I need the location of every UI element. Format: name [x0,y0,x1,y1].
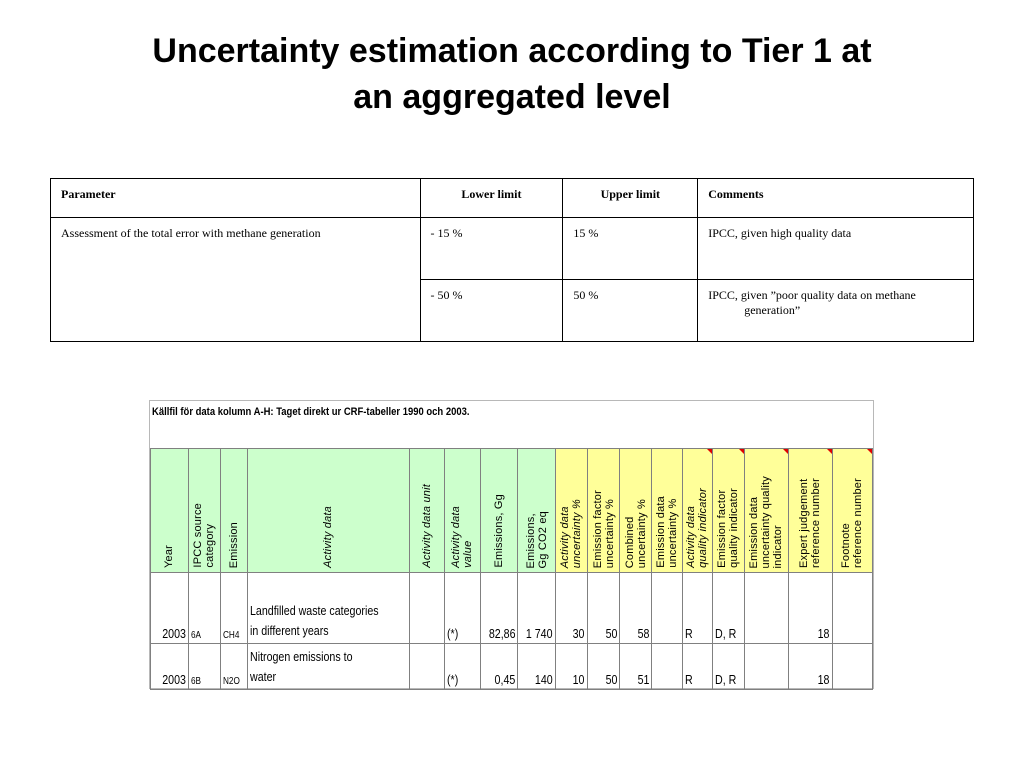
ed-uncertainty-cell [651,572,683,644]
comment-text: IPCC, given ”poor quality data on methan… [708,288,916,317]
value-cell: (*) [443,572,481,644]
emissions-co2-cell: 140 [517,643,557,690]
header-parameter: Parameter [50,178,421,218]
emissions-gg-cell: 0,45 [479,643,519,690]
ad-uncertainty-cell: 30 [555,572,588,644]
comment-marker-icon [826,449,832,454]
col-header-ipcc-category: IPCC source category [187,448,222,573]
col-header-activity-uncertainty: Activity data uncertainty % [555,448,588,573]
col-header-expert-ref: Expert judgement reference number [787,448,833,573]
year-cell: 2003 [150,643,189,690]
spreadsheet-table: Year IPCC source category Emission Activ… [150,448,873,690]
table-header-row: Parameter Lower limit Upper limit Commen… [50,178,974,218]
category-cell: 6A [187,572,222,644]
category-cell: 6B [187,643,222,690]
table-row: - 50 % 50 % IPCC, given ”poor quality da… [51,279,974,342]
combined-uncertainty-cell: 51 [619,643,653,690]
lower-limit-cell: - 50 % [419,279,564,342]
table-row: 2003 6A CH4 Landfilled waste categories i… [150,572,873,644]
ad-uncertainty-cell: 10 [555,643,588,690]
col-header-ef-uncertainty: Emission factor uncertainty % [586,448,621,573]
value-cell: (*) [443,643,481,690]
col-header-activity-quality: Activity data quality indicator [681,448,713,573]
col-header-combined-uncertainty: Combined uncertainty % [619,448,653,573]
ef-quality-cell: D, R [711,643,745,690]
activity-cell: Landfilled waste categories in different … [246,572,410,644]
header-comments: Comments [697,178,974,218]
col-header-emissions-gg: Emissions, Gg [479,448,519,573]
spreadsheet-title-row: Källfil för data kolumn A-H: Taget direk… [150,401,873,449]
col-header-emission-data-uncertainty: Emission data uncertainty % [651,448,683,573]
footnote-ref-cell [831,572,873,644]
emissions-co2-cell: 1 740 [517,572,557,644]
expert-ref-cell: 18 [787,643,833,690]
comment-marker-icon [867,449,872,454]
unit-cell [408,643,445,690]
col-header-activity-value: Activity data value [443,448,481,573]
upper-limit-cell: 15 % [562,217,699,280]
slide-title-line-1: Uncertainty estimation according to Tier… [152,32,872,70]
comment-cell: IPCC, given ”poor quality data on methan… [697,279,974,342]
ad-quality-cell: R [681,643,713,690]
col-header-emission: Emission [220,448,248,573]
ed-quality-cell [743,643,789,690]
header-lower-limit: Lower limit [419,178,564,218]
slide-title: Uncertainty estimation according to Tier… [40,28,984,120]
col-header-footnote-ref: Footnote reference number [831,448,873,573]
table-row: Assessment of the total error with metha… [50,217,974,342]
expert-ref-cell: 18 [787,572,833,644]
ef-quality-cell: D, R [711,572,745,644]
col-header-activity-data: Activity data [246,448,410,573]
table-row: 2003 6B N2O Nitrogen emissions to water (… [150,643,873,690]
emission-cell: CH4 [220,572,248,644]
year-cell: 2003 [150,572,189,644]
unit-cell [408,572,445,644]
combined-uncertainty-cell: 58 [619,572,653,644]
comment-marker-icon [706,449,712,454]
header-upper-limit: Upper limit [562,178,699,218]
emissions-gg-cell: 82,86 [479,572,519,644]
col-header-activity-unit: Activity data unit [408,448,445,573]
slide-title-line-2: an aggregated level [353,78,671,116]
parameter-cell: Assessment of the total error with metha… [50,217,421,342]
spreadsheet-title: Källfil för data kolumn A-H: Taget direk… [152,406,470,418]
ef-uncertainty-cell: 50 [586,572,621,644]
activity-cell: Nitrogen emissions to water [246,643,410,690]
emission-cell: N2O [220,643,248,690]
comment-marker-icon [782,449,788,454]
col-header-ef-quality: Emission factor quality indicator [711,448,745,573]
col-header-emissions-co2: Emissions, Gg CO2 eq [517,448,557,573]
comment-cell: IPCC, given high quality data [697,217,974,280]
upper-limit-cell: 50 % [562,279,699,342]
footnote-ref-cell [831,643,873,690]
ad-quality-cell: R [681,572,713,644]
ef-uncertainty-cell: 50 [586,643,621,690]
spreadsheet-excerpt: Källfil för data kolumn A-H: Taget direk… [149,400,874,690]
ed-uncertainty-cell [651,643,683,690]
col-header-ed-quality: Emission data uncertainty quality indica… [743,448,789,573]
spreadsheet-header-row: Year IPCC source category Emission Activ… [150,448,873,573]
comment-marker-icon [738,449,744,454]
uncertainty-parameter-table: Parameter Lower limit Upper limit Commen… [50,178,974,342]
ed-quality-cell [743,572,789,644]
lower-limit-cell: - 15 % [419,217,564,280]
col-header-year: Year [150,448,189,573]
